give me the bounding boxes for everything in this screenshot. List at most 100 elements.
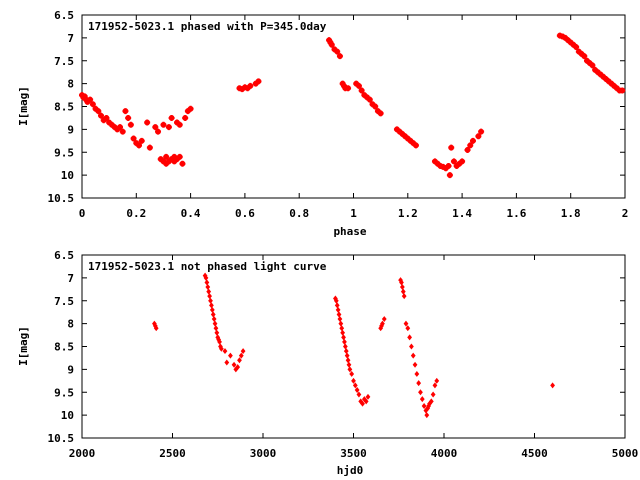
data-point xyxy=(456,160,463,167)
x-axis-ticks: 2000 2500 3000 3500 4000 4500 5000 xyxy=(69,255,638,460)
data-point xyxy=(222,348,228,355)
y-tick-label: 8 xyxy=(67,318,74,331)
data-point xyxy=(431,158,438,165)
x-tick-label: 1.8 xyxy=(561,207,581,220)
data-point xyxy=(366,96,373,103)
data-point xyxy=(100,117,107,124)
data-point xyxy=(160,158,167,165)
y-tick-label: 9 xyxy=(67,363,74,376)
data-point xyxy=(424,412,430,419)
data-point xyxy=(138,137,145,144)
data-point xyxy=(405,325,411,332)
data-point xyxy=(450,158,457,165)
data-point xyxy=(344,352,350,359)
data-point xyxy=(333,297,339,304)
data-point xyxy=(363,398,369,405)
data-point xyxy=(345,357,351,364)
data-point xyxy=(354,386,360,393)
data-point xyxy=(402,133,409,140)
data-point xyxy=(453,162,460,169)
data-point xyxy=(114,126,121,133)
data-point xyxy=(399,279,404,286)
y-axis-ticks: 6.5 7 7.5 8 8.5 9 9.5 10 10.5 xyxy=(48,249,625,445)
data-point xyxy=(171,153,178,160)
data-point xyxy=(374,108,381,115)
data-point xyxy=(217,338,222,345)
data-point xyxy=(414,370,420,377)
data-point xyxy=(163,160,170,167)
data-point xyxy=(179,160,186,167)
data-point xyxy=(442,165,449,172)
data-point xyxy=(174,119,181,126)
data-point xyxy=(224,359,230,366)
data-point xyxy=(125,114,132,121)
plot-frame xyxy=(81,14,626,199)
x-tick-label: 4500 xyxy=(521,447,548,460)
data-point xyxy=(459,158,466,165)
x-tick-label: 3000 xyxy=(250,447,277,460)
data-point xyxy=(469,137,476,144)
data-point xyxy=(351,377,356,384)
data-point xyxy=(559,33,566,40)
data-point xyxy=(214,329,220,336)
x-tick-label: 4000 xyxy=(431,447,458,460)
data-point xyxy=(106,119,113,126)
data-point xyxy=(358,87,365,94)
data-point xyxy=(331,46,338,53)
x-tick-label: 2000 xyxy=(69,447,96,460)
data-point xyxy=(213,325,219,332)
data-point xyxy=(238,352,244,359)
data-point xyxy=(334,302,340,309)
data-point xyxy=(407,137,414,144)
data-point xyxy=(174,156,181,163)
y-tick-label: 9.5 xyxy=(54,146,74,159)
x-tick-label: 0.4 xyxy=(181,207,201,220)
data-point xyxy=(87,96,94,103)
x-tick-label: 0.6 xyxy=(235,207,255,220)
data-point xyxy=(133,140,140,147)
data-point xyxy=(84,98,91,105)
data-point xyxy=(240,348,246,355)
data-point xyxy=(255,78,262,85)
data-point xyxy=(381,316,387,323)
data-point xyxy=(89,101,96,108)
data-point xyxy=(421,402,427,409)
data-point xyxy=(364,94,371,101)
data-point xyxy=(602,76,609,83)
data-point xyxy=(583,57,590,64)
data-point xyxy=(163,153,170,160)
data-point xyxy=(380,320,385,327)
data-point xyxy=(341,334,346,341)
phased-light-curve-chart: 171952-5023.1 phased with P=345.0day pha… xyxy=(17,9,628,238)
data-point xyxy=(412,361,418,368)
x-tick-label: 2500 xyxy=(159,447,186,460)
data-point xyxy=(418,389,423,396)
data-point xyxy=(396,128,403,135)
data-point xyxy=(445,162,452,169)
data-point xyxy=(146,144,153,151)
data-point xyxy=(448,144,455,151)
y-tick-label: 7.5 xyxy=(54,55,74,68)
data-point xyxy=(155,128,162,135)
data-point xyxy=(338,320,344,327)
data-point xyxy=(464,146,471,153)
data-point xyxy=(187,105,194,112)
data-point xyxy=(335,306,341,313)
data-point xyxy=(613,85,620,92)
data-point xyxy=(252,80,259,87)
data-point xyxy=(152,124,159,131)
data-point xyxy=(153,325,159,332)
data-point xyxy=(176,153,183,160)
data-point xyxy=(410,140,417,147)
data-point xyxy=(407,334,412,341)
data-point xyxy=(336,53,343,60)
data-point xyxy=(361,92,368,99)
data-point xyxy=(340,329,346,336)
data-point xyxy=(352,382,358,389)
data-point xyxy=(342,338,347,345)
data-point xyxy=(176,121,183,128)
data-point xyxy=(247,82,254,89)
data-point xyxy=(372,103,379,110)
data-point xyxy=(575,48,582,55)
